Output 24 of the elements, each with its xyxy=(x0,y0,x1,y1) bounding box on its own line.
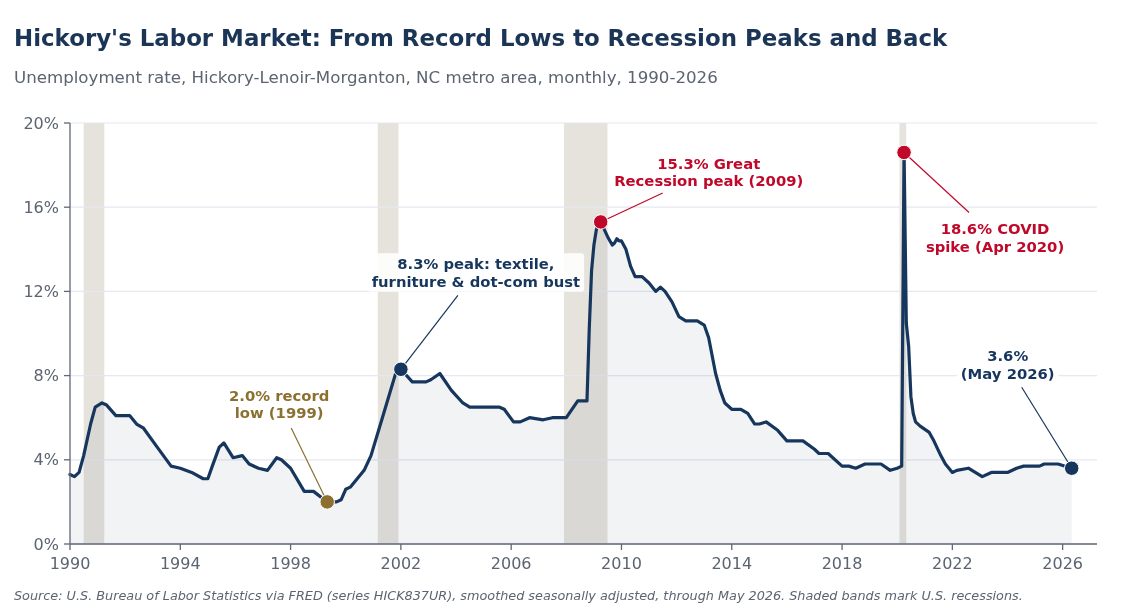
y-tick-label: 4% xyxy=(33,450,59,470)
x-tick-label: 1994 xyxy=(159,554,201,573)
y-tick-label: 12% xyxy=(23,282,59,301)
x-tick-label: 1990 xyxy=(49,554,91,573)
source-note: Source: U.S. Bureau of Labor Statistics via FRED (series HICK837UR), smoothed seasonally adjusted, through May 2026. Shaded bands mark U.S. recessions. xyxy=(14,588,1023,603)
annotation: 2.0% record low (1999) xyxy=(229,386,330,422)
x-tick-label: 2022 xyxy=(932,554,973,573)
chart-subtitle: Unemployment rate, Hickory-Lenoir-Morganton, NC metro area, monthly, 1990-2026 xyxy=(14,68,718,87)
y-tick-label: 16% xyxy=(23,197,59,217)
y-tick-label: 8% xyxy=(33,366,59,386)
y-tick-label: 0% xyxy=(33,534,59,554)
annotation: 15.3% Great Recession peak (2009) xyxy=(614,154,804,190)
x-tick-label: 1998 xyxy=(270,554,311,573)
x-tick-label: 2014 xyxy=(711,554,753,573)
x-tick-label: 2026 xyxy=(1042,554,1084,573)
x-tick-label: 2010 xyxy=(601,554,642,573)
x-tick-label: 2018 xyxy=(821,554,863,573)
annotation: 3.6% (May 2026) xyxy=(960,347,1055,382)
annotation: 18.6% COVID spike (Apr 2020) xyxy=(925,220,1065,255)
x-tick-label: 2002 xyxy=(380,554,422,573)
annotation: 8.3% peak: textile, furniture & dot-com bust xyxy=(371,255,581,290)
chart-title: Hickory's Labor Market: From Record Lows to Recession Peaks and Back xyxy=(14,25,949,51)
x-tick-label: 2006 xyxy=(490,554,532,573)
y-tick-label: 20% xyxy=(23,113,59,133)
